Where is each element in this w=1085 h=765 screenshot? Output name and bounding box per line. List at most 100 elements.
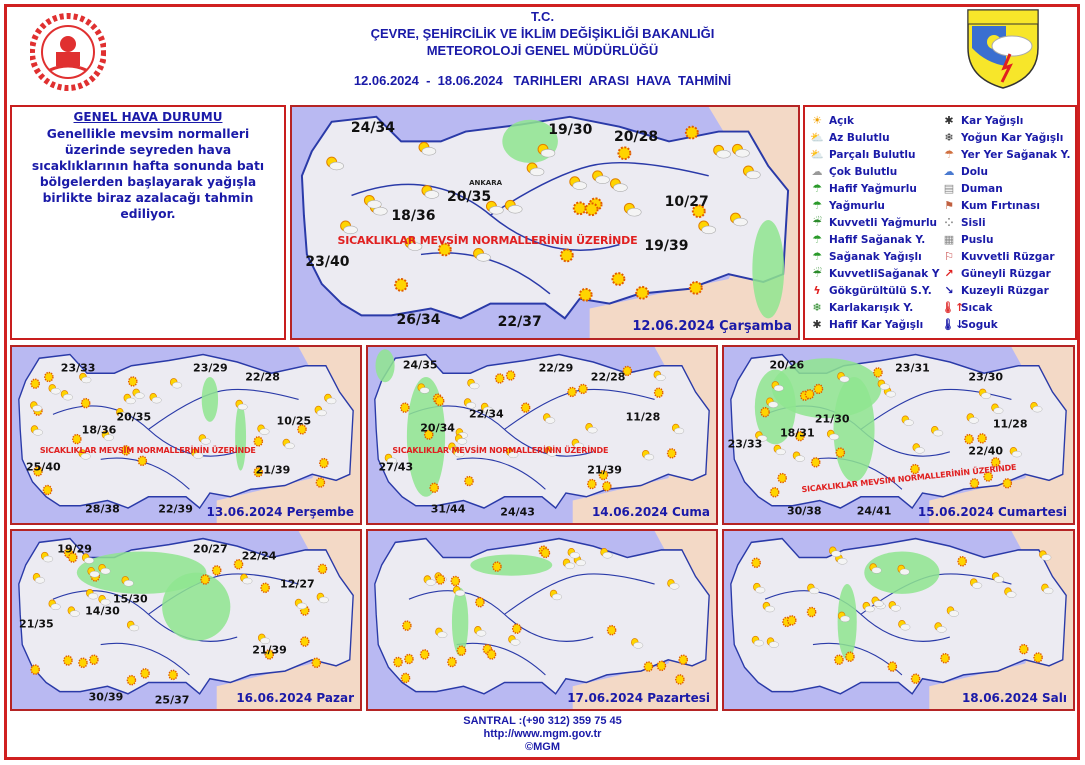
partly-cloudy-icon (282, 438, 295, 450)
partly-cloudy-icon (667, 579, 680, 590)
sun-icon (419, 649, 430, 660)
south-wind-icon: ↗ (944, 267, 954, 280)
light-snow-icon: ✱ (812, 318, 822, 331)
legend-label: Sağanak Yağışlı (829, 250, 922, 263)
sun-icon (834, 654, 844, 666)
legend-label: Puslu (961, 233, 994, 246)
sun-icon (435, 574, 446, 585)
legend-label: Sisli (961, 216, 986, 229)
partly-cloudy-icon (149, 393, 162, 404)
legend-label: Kar Yağışlı (961, 114, 1024, 127)
legend-item: ❄ Yoğun Kar Yağışlı (941, 129, 1073, 146)
legend-label: Yer Yer Sağanak Y. (961, 148, 1071, 161)
legend-item: ☀ Açık (809, 112, 941, 129)
partly-cloudy-icon (473, 248, 491, 262)
partly-cloudy-icon (67, 606, 80, 617)
sun-icon (253, 466, 264, 478)
partly-cloudy-icon (592, 170, 610, 184)
footer: SANTRAL :(+90 312) 359 75 45 http://www.… (0, 715, 1085, 754)
partly-cloudy-icon (773, 444, 786, 456)
legend-item: ↗ Güneyli Rüzgar (941, 265, 1073, 282)
partly-cloudy-icon (698, 220, 716, 235)
sun-icon (505, 370, 516, 381)
partly-cloudy-icon (30, 425, 43, 436)
partly-cloudy-icon (631, 638, 644, 649)
legend-label: Duman (961, 182, 1003, 195)
smoke-icon: ▤ (943, 182, 955, 195)
temperature-label: 24/43 (500, 505, 535, 519)
thunder-icon: ϟ (813, 284, 821, 297)
sun-icon (447, 656, 457, 668)
temperature-label: 14/30 (85, 604, 120, 618)
legend-label: Hafif Kar Yağışlı (829, 318, 924, 331)
sun-icon (260, 582, 270, 594)
sun-icon (400, 402, 410, 413)
partly-cloudy-icon (121, 576, 134, 587)
temperature-banner: SICAKLIKLAR MEVSİM NORMALLERİNİN ÜZERİND… (39, 445, 256, 455)
partly-cloudy-icon (191, 448, 204, 459)
partly-cloudy-icon (966, 413, 979, 424)
legend-item: ϟ Gökgürültülü S.Y. (809, 282, 941, 299)
sun-icon (450, 575, 461, 587)
sun-icon (140, 668, 150, 679)
partly-cloudy-icon (452, 585, 466, 597)
partly-cloudy-icon (569, 176, 587, 190)
sun-icon (675, 674, 685, 685)
sun-icon (795, 430, 805, 442)
sun-icon (456, 645, 467, 656)
partly-cloudy-icon (132, 388, 145, 399)
sun-icon (910, 673, 921, 685)
forecast-map: 23/33 23/29 22/28 20/35 18/36 10/25 25/40 21/39… (10, 345, 362, 525)
legend-item: ☔ Kuvvetli Yağmurlu (809, 214, 941, 231)
legend-item: ⁘ Sisli (941, 214, 1073, 231)
temperature-label: 22/29 (538, 361, 574, 375)
partly-cloudy-icon (713, 144, 731, 159)
partly-cloudy-icon (732, 143, 750, 158)
legend-item: 🌡↓ Soguk (941, 316, 1073, 333)
partly-cloudy-icon (641, 449, 655, 461)
footer-copyright: ©MGM (525, 741, 560, 753)
general-weather-text: Genellikle mevsim normalleri üzerinde se… (31, 127, 265, 221)
partly-cloudy-icon (543, 413, 556, 424)
partly-cloudy-icon (116, 408, 129, 419)
sun-icon (584, 202, 599, 217)
sun-icon (475, 596, 485, 608)
sun-icon (520, 402, 531, 413)
partly-cloudy-icon (81, 553, 95, 564)
legend-label: Açık (829, 114, 854, 127)
heavy-snow-icon: ❄ (944, 131, 954, 144)
sun-icon (253, 436, 264, 447)
partly-cloudy-icon (485, 200, 504, 215)
legend-label: Çok Bulutlu (829, 165, 898, 178)
partly-cloudy-icon (585, 423, 598, 434)
temperature-label: 28/38 (85, 502, 120, 516)
footer-url[interactable]: http://www.mgm.gov.tr (483, 728, 602, 740)
sun-icon (957, 555, 967, 567)
partly-cloudy-icon (571, 438, 584, 450)
partly-cloudy-icon (316, 592, 329, 604)
partly-cloudy-icon (326, 156, 344, 171)
map-date: 17.06.2024 Pazartesi (567, 691, 710, 705)
legend-item: ✱ Hafif Kar Yağışlı (809, 316, 941, 333)
legend-label: Parçalı Bulutlu (829, 148, 916, 161)
temperature-label: 22/39 (158, 502, 193, 516)
temperature-label: 15/30 (112, 592, 148, 606)
legend-item: ⛅ Parçalı Bulutlu (809, 146, 941, 163)
partly-cloudy-icon (463, 398, 477, 409)
light-rain-icon: ☂ (812, 182, 822, 195)
partly-cloudy-icon (467, 378, 480, 390)
temperature-label: 10/27 (664, 193, 709, 210)
partly-cloudy-icon (78, 449, 91, 460)
legend-item: ☂ Hafif Yağmurlu (809, 180, 941, 197)
temperature-label: 22/37 (497, 313, 542, 330)
partly-cloudy-icon (931, 426, 944, 437)
sun-icon (89, 654, 99, 666)
sun-icon (635, 285, 650, 300)
sun-icon: ☀ (812, 114, 822, 127)
sun-icon (684, 125, 699, 140)
sun-icon (121, 445, 131, 456)
partly-cloudy-icon (978, 388, 992, 399)
legend-label: Yağmurlu (829, 199, 885, 212)
legend-item: ⛅ Az Bulutlu (809, 129, 941, 146)
temperature-banner: SICAKLIKLAR MEVSİM NORMALLERİNİN ÜZERİND… (392, 445, 609, 455)
